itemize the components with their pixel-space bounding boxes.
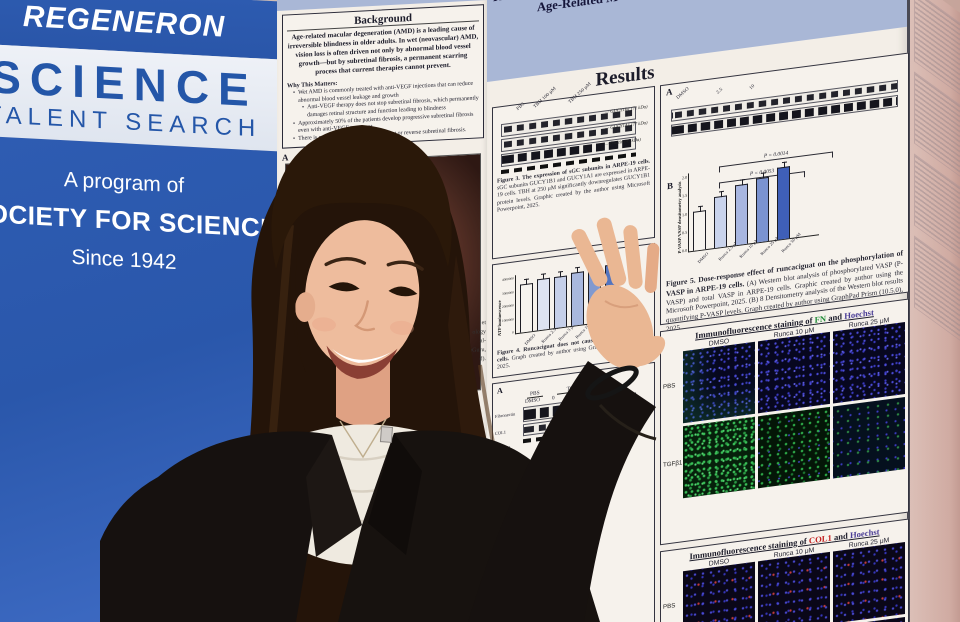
if-tile [758, 406, 830, 489]
banner-brand: REGENERON [22, 0, 226, 44]
if-tile [833, 396, 905, 479]
chart-bar [777, 161, 791, 240]
if-tile [833, 321, 905, 404]
finger-index [571, 228, 608, 287]
blazer-lapel-left [306, 435, 362, 557]
lapel-pin [379, 426, 394, 443]
chart-bar [756, 172, 770, 243]
blush [389, 320, 414, 335]
ear [295, 292, 316, 323]
poster-right-wing [908, 0, 960, 622]
finger-ring [623, 225, 643, 289]
x-tick-label: Runca 25 μM [759, 234, 781, 257]
chart-bar [735, 178, 749, 246]
mouth [326, 345, 398, 379]
blazer-left [100, 431, 332, 622]
blazer-lapel-right [368, 433, 422, 555]
teeth [332, 349, 392, 363]
necklace [339, 418, 387, 459]
x-tick-label: Runca 10 μM [738, 237, 760, 259]
raised-arm-sleeve [468, 361, 656, 622]
sleeve-fold [598, 404, 657, 441]
blush [312, 317, 336, 332]
nose [354, 300, 376, 332]
thumb [630, 335, 666, 367]
if-tile [758, 551, 830, 622]
background-intro: Age-related macular degeneration (AMD) i… [287, 24, 479, 76]
finger-middle [596, 217, 627, 287]
if-tile [758, 331, 830, 414]
hair-side-left [290, 233, 306, 373]
finger-pinky [644, 243, 660, 293]
if-tile [833, 541, 905, 622]
title-fragment: Age-Related M [537, 0, 618, 15]
bracelet [585, 365, 639, 401]
eyebrow-left [324, 257, 367, 267]
eye-right [388, 286, 418, 297]
x-tick-label: Runca 50 μM [780, 231, 802, 254]
palm-crease [604, 300, 639, 309]
hand [571, 217, 666, 370]
eye-left [328, 282, 360, 292]
eyebrow-right [386, 260, 424, 271]
presenter [100, 125, 666, 622]
face [295, 220, 424, 379]
hair-bangs [271, 125, 452, 269]
